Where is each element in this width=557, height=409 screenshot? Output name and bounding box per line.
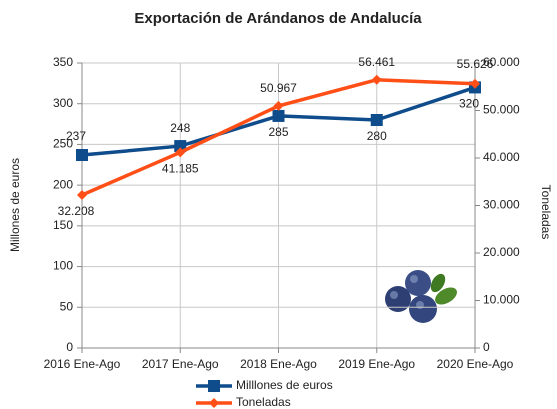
- y-tick-label: 100: [53, 259, 73, 273]
- y-tick-label: 0: [66, 340, 73, 354]
- marker: [470, 78, 480, 89]
- data-label: 237: [66, 129, 86, 143]
- y2-axis-label: Toneladas: [539, 185, 553, 240]
- data-label: 55.626: [457, 57, 494, 71]
- y-tick-label: 250: [53, 137, 73, 151]
- data-label: 50.967: [260, 81, 297, 95]
- data-label: 320: [459, 97, 479, 111]
- y-axis-label: Millones de euros: [8, 158, 22, 252]
- x-tick-label: 2020 Ene-Ago: [437, 357, 514, 371]
- data-label: 41.185: [162, 162, 199, 176]
- marker: [77, 190, 87, 201]
- x-tick-label: 2016 Ene-Ago: [44, 357, 121, 371]
- marker: [370, 114, 383, 126]
- marker: [175, 147, 186, 158]
- marker: [76, 149, 88, 162]
- x-tick-label: 2017 Ene-Ago: [142, 357, 219, 371]
- y2-tick-label: 50.000: [483, 103, 520, 117]
- legend-marker: [209, 398, 219, 408]
- y2-tick-label: 40.000: [483, 150, 520, 164]
- data-label: 280: [367, 129, 387, 143]
- data-label: 248: [170, 121, 190, 135]
- y2-tick-label: 30.000: [483, 198, 520, 212]
- y-tick-label: 300: [53, 96, 73, 110]
- y-tick-label: 350: [53, 55, 73, 69]
- marker: [273, 100, 284, 111]
- y-tick-label: 50: [60, 299, 74, 313]
- data-label: 56.461: [358, 55, 395, 69]
- marker: [371, 74, 382, 85]
- chart-title: Exportación de Arándanos de Andalucía: [134, 10, 422, 27]
- legend-label: Toneladas: [236, 395, 291, 409]
- data-label: 285: [268, 125, 288, 139]
- legend-label: Milllones de euros: [236, 378, 333, 392]
- x-tick-label: 2018 Ene-Ago: [240, 357, 317, 371]
- y-tick-label: 150: [53, 218, 73, 232]
- y-tick-label: 200: [53, 177, 73, 191]
- y2-tick-label: 20.000: [483, 245, 520, 259]
- marker: [272, 109, 285, 122]
- legend-marker: [208, 380, 220, 392]
- x-tick-label: 2019 Ene-Ago: [338, 357, 415, 371]
- y2-tick-label: 60.000: [483, 55, 520, 69]
- y2-tick-label: 0: [483, 340, 490, 354]
- y2-tick-label: 10.000: [483, 293, 520, 307]
- blueberries-illustration: [385, 270, 457, 323]
- data-label: 32.208: [58, 204, 95, 218]
